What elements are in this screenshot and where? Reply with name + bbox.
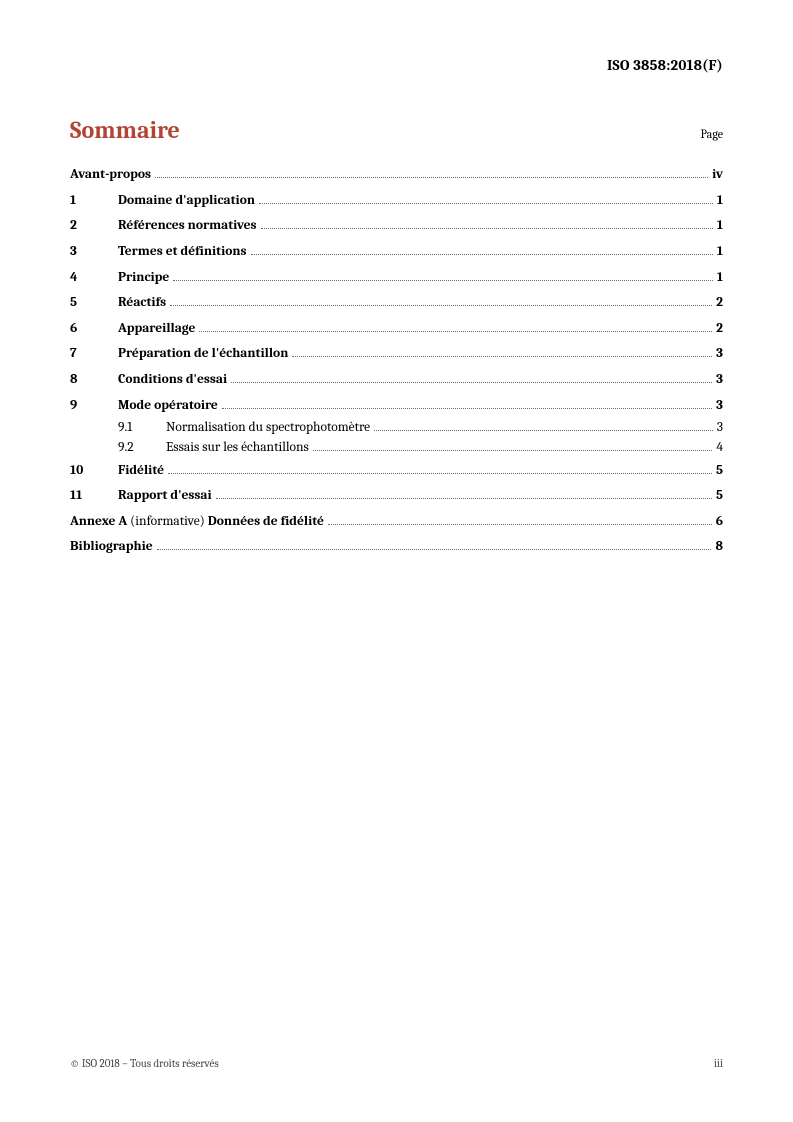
toc-label: Domaine d'application (118, 188, 255, 214)
toc-label: Termes et définitions (118, 239, 247, 265)
toc-sub-9-2: 9.2 Essais sur les échantillons 4 (70, 438, 723, 458)
toc-num: 9 (70, 393, 118, 419)
toc-label: Références normatives (118, 213, 257, 239)
doc-header: ISO 3858:2018(F) (70, 56, 723, 74)
annex-prefix: Annexe A (70, 514, 127, 529)
toc-entry-1: 1 Domaine d'application 1 (70, 188, 723, 214)
toc-page: 3 (716, 393, 723, 419)
leader (168, 473, 712, 474)
leader (374, 430, 713, 431)
toc-page: iv (712, 162, 723, 188)
toc-page: 1 (717, 213, 723, 239)
page-column-label: Page (701, 127, 723, 141)
annex-paren: (informative) (127, 514, 208, 529)
toc-num: 4 (70, 265, 118, 291)
doc-id: ISO 3858:2018(F) (607, 56, 723, 74)
leader (328, 524, 712, 525)
toc-page: 3 (716, 341, 723, 367)
toc-label: Avant-propos (70, 162, 151, 188)
toc-page: 3 (716, 367, 723, 393)
toc-label: Annexe A (informative) Données de fidéli… (70, 509, 324, 535)
toc-page: 5 (716, 483, 723, 509)
toc-label: Rapport d'essai (118, 483, 212, 509)
page: ISO 3858:2018(F) Sommaire Page Avant-pro… (0, 0, 793, 1122)
toc-num: 6 (70, 316, 118, 342)
toc-label: Mode opératoire (118, 393, 218, 419)
toc-num: 11 (70, 483, 118, 509)
toc-entry-9: 9 Mode opératoire 3 (70, 393, 723, 419)
toc-label: Bibliographie (70, 534, 153, 560)
toc-num: 1 (70, 188, 118, 214)
toc-annex: Annexe A (informative) Données de fidéli… (70, 509, 723, 535)
toc-entry-6: 6 Appareillage 2 (70, 316, 723, 342)
toc-subnum: 9.1 (118, 418, 166, 438)
page-title: Sommaire (70, 116, 180, 144)
toc-entry-11: 11 Rapport d'essai 5 (70, 483, 723, 509)
leader (170, 305, 712, 306)
toc-entry-8: 8 Conditions d'essai 3 (70, 367, 723, 393)
toc-page: 5 (716, 458, 723, 484)
leader (313, 450, 713, 451)
toc-entry-2: 2 Références normatives 1 (70, 213, 723, 239)
toc-page: 1 (717, 188, 723, 214)
toc-label: Normalisation du spectrophotomètre (166, 418, 370, 438)
leader (231, 382, 712, 383)
toc-sub-9-1: 9.1 Normalisation du spectrophotomètre 3 (70, 418, 723, 438)
toc-entry-4: 4 Principe 1 (70, 265, 723, 291)
leader (259, 203, 713, 204)
toc-num: 10 (70, 458, 118, 484)
toc-label: Conditions d'essai (118, 367, 227, 393)
toc-entry-5: 5 Réactifs 2 (70, 290, 723, 316)
page-number: iii (714, 1057, 723, 1070)
leader (173, 280, 712, 281)
toc: Avant-propos iv 1 Domaine d'application … (70, 162, 723, 560)
toc-page: 8 (715, 534, 723, 560)
toc-num: 3 (70, 239, 118, 265)
leader (261, 228, 713, 229)
leader (222, 408, 712, 409)
toc-page: 6 (716, 509, 723, 535)
toc-label: Préparation de l'échantillon (118, 341, 288, 367)
annex-title: Données de fidélité (208, 514, 324, 529)
toc-page: 2 (716, 290, 723, 316)
toc-num: 2 (70, 213, 118, 239)
leader (251, 254, 713, 255)
copyright: © ISO 2018 – Tous droits réservés (70, 1057, 219, 1070)
toc-foreword: Avant-propos iv (70, 162, 723, 188)
toc-page: 1 (717, 265, 723, 291)
leader (155, 177, 708, 178)
toc-entry-10: 10 Fidélité 5 (70, 458, 723, 484)
toc-biblio: Bibliographie 8 (70, 534, 723, 560)
toc-entry-7: 7 Préparation de l'échantillon 3 (70, 341, 723, 367)
toc-num: 8 (70, 367, 118, 393)
leader (292, 356, 712, 357)
toc-page: 2 (716, 316, 723, 342)
leader (157, 549, 712, 550)
toc-label: Essais sur les échantillons (166, 438, 309, 458)
leader (216, 498, 712, 499)
toc-subnum: 9.2 (118, 438, 166, 458)
toc-label: Principe (118, 265, 169, 291)
toc-num: 5 (70, 290, 118, 316)
leader (199, 331, 712, 332)
toc-label: Fidélité (118, 458, 164, 484)
toc-page: 3 (717, 418, 723, 438)
toc-label: Réactifs (118, 290, 166, 316)
toc-page: 4 (716, 438, 723, 458)
toc-num: 7 (70, 341, 118, 367)
toc-entry-3: 3 Termes et définitions 1 (70, 239, 723, 265)
title-row: Sommaire Page (70, 116, 723, 144)
page-footer: © ISO 2018 – Tous droits réservés iii (70, 1057, 723, 1070)
toc-page: 1 (717, 239, 723, 265)
toc-label: Appareillage (118, 316, 195, 342)
